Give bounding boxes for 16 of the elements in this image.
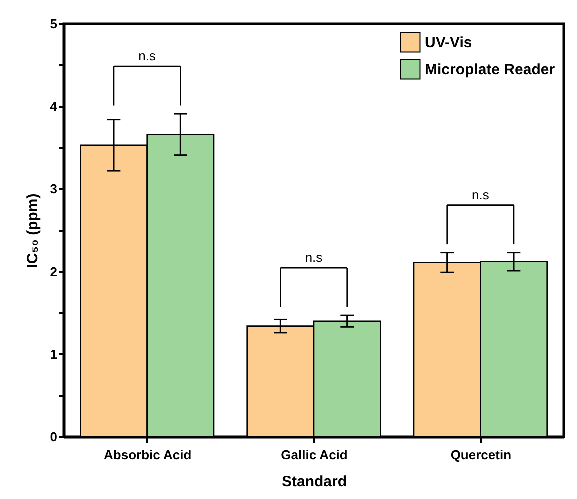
y-tick-label: 2	[50, 264, 58, 280]
y-tick-label: 0	[50, 430, 58, 444]
legend-label: UV-Vis	[425, 34, 472, 52]
y-tick-label: 5	[50, 16, 58, 32]
annotation: n.s	[472, 187, 490, 202]
x-tick-label: Gallic Acid	[281, 448, 348, 462]
y-tick-label: 3	[50, 182, 58, 197]
x-tick-label: Quercetin	[450, 448, 512, 462]
y-tick-label: 1	[50, 346, 58, 362]
y-axis-title: IC₅₀ (ppm)	[24, 194, 42, 268]
y-tick-label: 4	[50, 99, 58, 114]
annotation: n.s	[138, 48, 157, 64]
x-tick-label: Absorbic Acid	[104, 448, 192, 462]
legend-label: Microplate Reader	[425, 62, 556, 78]
annotation: n.s	[305, 250, 324, 266]
x-axis-title: Standard	[282, 474, 348, 490]
